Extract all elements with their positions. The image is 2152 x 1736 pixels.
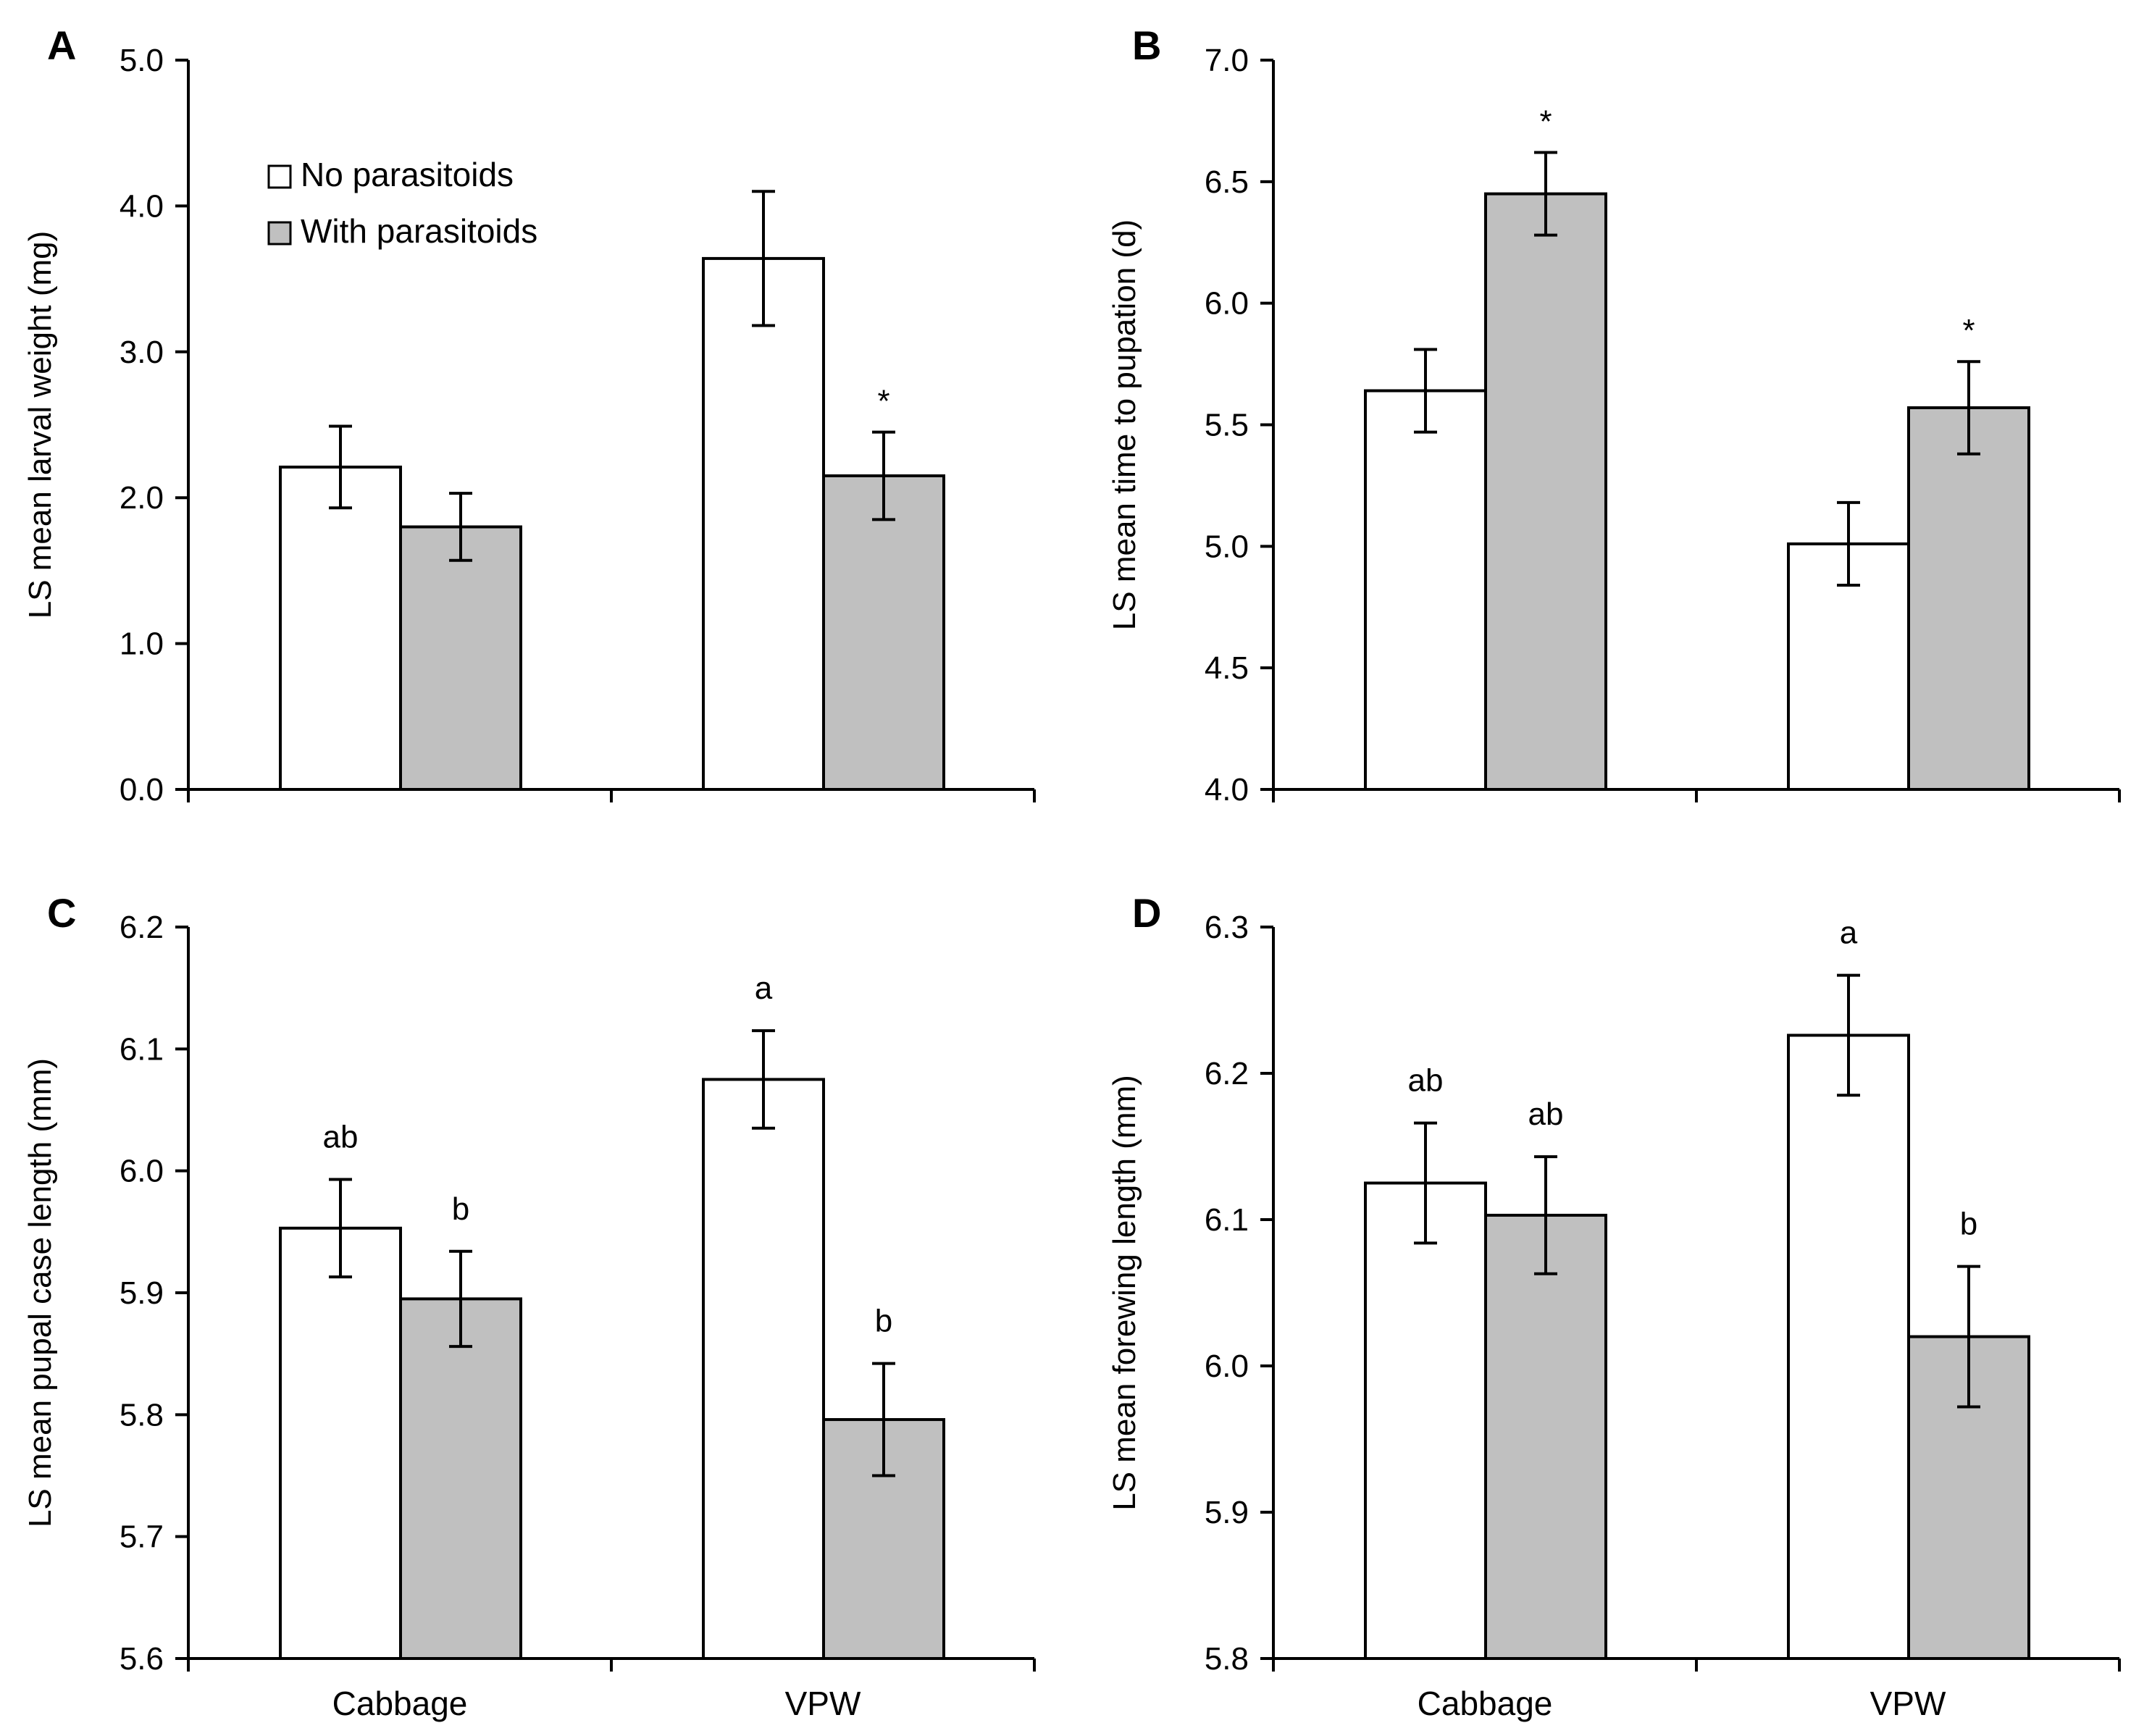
bar (279, 465, 402, 791)
significance-label: b (875, 1304, 892, 1339)
y-axis-title: LS mean larval weight (mg) (22, 231, 58, 619)
bar (1364, 1181, 1487, 1660)
y-tick-label: 6.5 (1205, 164, 1249, 200)
panel-letter: B (1132, 22, 1161, 68)
y-tick-label: 7.0 (1205, 43, 1249, 78)
significance-label: ab (1408, 1063, 1444, 1099)
significance-label: a (755, 970, 773, 1006)
error-bar (329, 424, 352, 510)
error-bar (329, 1178, 352, 1279)
bar (399, 1297, 522, 1660)
bar (1484, 192, 1607, 792)
significance-label: b (1960, 1207, 1977, 1242)
bar (702, 1078, 825, 1660)
legend-swatch-no-parasitoids (267, 164, 292, 189)
y-tick-label: 5.8 (1205, 1641, 1249, 1677)
y-tick-label: 5.5 (1205, 408, 1249, 443)
y-tick-label: 6.3 (1205, 910, 1249, 945)
bar (279, 1226, 402, 1660)
panel-letter: A (47, 22, 76, 68)
bar (1907, 406, 2030, 791)
legend-swatch-with-parasitoids (267, 221, 292, 246)
legend: No parasitoids With parasitoids (267, 156, 537, 250)
y-tick-label: 0.0 (120, 772, 164, 808)
panel-c: CLS mean pupal case length (mm) ababb5.65… (22, 890, 1036, 1722)
y-tick-label: 3.0 (120, 335, 164, 370)
y-tick-label: 5.0 (1205, 529, 1249, 564)
error-bar (449, 1249, 472, 1349)
error-bar (1534, 1155, 1557, 1275)
y-tick-label: 6.0 (120, 1154, 164, 1189)
panel-d: D LS mean forewing length (mm) ab a ab b 5.8 5.… (1107, 890, 2121, 1722)
significance-label: a (1840, 915, 1858, 951)
error-bar (752, 1029, 775, 1130)
y-tick-label: 5.7 (120, 1519, 164, 1555)
significance-label: * (1962, 313, 1975, 348)
error-bar (872, 430, 895, 521)
panel-letter: C (47, 890, 76, 936)
error-bar (1837, 973, 1860, 1097)
bar (1787, 1033, 1910, 1660)
y-tick-label: 6.0 (1205, 1349, 1249, 1384)
significance-label: b (452, 1191, 469, 1227)
y-tick-label: 2.0 (120, 480, 164, 516)
y-axis-title: LS mean time to pupation (d) (1107, 219, 1142, 630)
error-bar (449, 492, 472, 562)
y-tick-label: 6.1 (1205, 1202, 1249, 1238)
error-bar (1414, 1121, 1437, 1245)
error-bar (872, 1362, 895, 1477)
error-bar (1534, 151, 1557, 237)
y-tick-label: 5.6 (120, 1641, 164, 1677)
error-bar (1414, 348, 1437, 434)
y-tick-label: 1.0 (120, 626, 164, 662)
error-bar (1957, 1265, 1980, 1409)
panel-b: B LS mean time to pupation (d) * * 4.0 4.5 5.0… (1107, 22, 2121, 808)
y-tick-label: 5.0 (120, 43, 164, 78)
y-tick-label: 4.0 (120, 188, 164, 224)
y-tick-label: 4.0 (1205, 772, 1249, 808)
y-tick-label: 6.0 (1205, 286, 1249, 322)
legend-label-with-parasitoids: With parasitoids (301, 212, 537, 250)
significance-label: ab (323, 1119, 359, 1154)
error-bar (752, 190, 775, 327)
y-tick-label: 6.1 (120, 1031, 164, 1067)
x-category-label: Cabbage (1418, 1685, 1553, 1722)
error-bar (1837, 500, 1860, 587)
panel-a: A LS mean larval weight (mg) * 0.0 1.0 2.0 3.0… (22, 22, 1036, 808)
y-axis-title: LS mean forewing length (mm) (1107, 1075, 1142, 1511)
bar (1484, 1213, 1607, 1660)
significance-label: * (877, 384, 889, 419)
bar (702, 256, 825, 791)
bar (399, 525, 522, 791)
significance-label: * (1539, 104, 1552, 140)
x-category-label: VPW (1870, 1685, 1946, 1722)
legend-label-no-parasitoids: No parasitoids (301, 156, 514, 193)
y-tick-label: 5.9 (1205, 1495, 1249, 1530)
y-tick-label: 5.9 (120, 1275, 164, 1311)
y-axis-title: LS mean pupal case length (mm) (22, 1058, 58, 1527)
significance-label: ab (1528, 1096, 1564, 1132)
x-category-label: Cabbage (332, 1685, 468, 1722)
y-tick-label: 6.2 (1205, 1056, 1249, 1091)
panel-letter: D (1132, 890, 1161, 936)
bar (1364, 389, 1487, 791)
bar (822, 474, 945, 791)
y-tick-label: 6.2 (120, 910, 164, 945)
y-tick-label: 5.8 (120, 1397, 164, 1433)
x-category-label: VPW (785, 1685, 861, 1722)
y-tick-label: 4.5 (1205, 650, 1249, 686)
error-bar (1957, 360, 1980, 456)
